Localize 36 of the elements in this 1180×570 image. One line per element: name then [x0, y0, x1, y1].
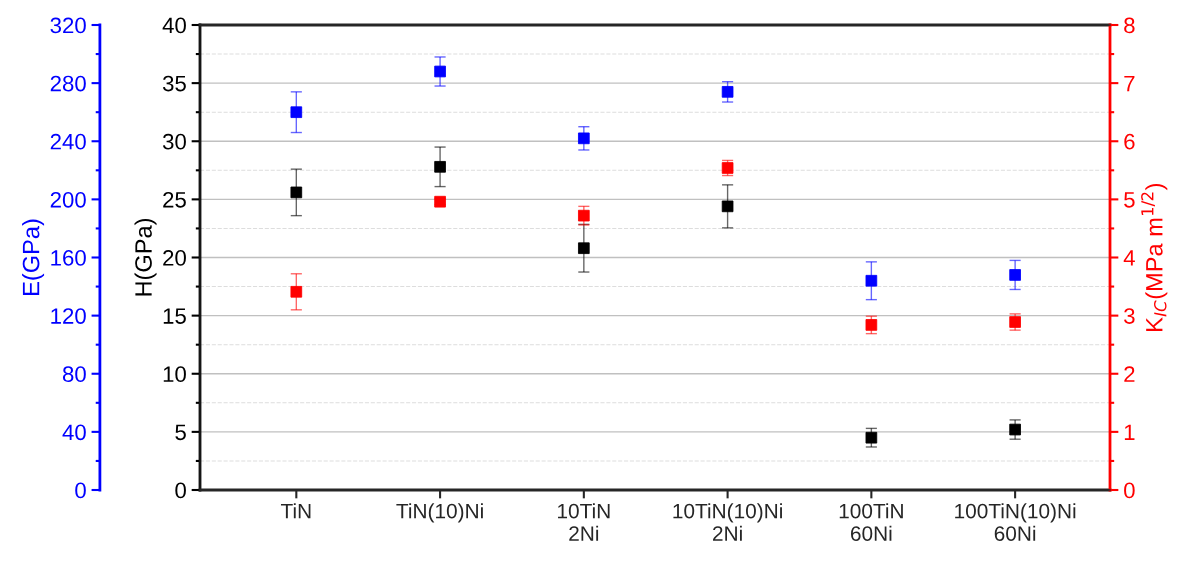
x-tick-label: TiN(10)Ni: [396, 503, 483, 523]
x-tick-label: TiN: [280, 503, 311, 519]
y3-tick-label: 0: [75, 482, 86, 499]
y-tick-label: 0: [175, 482, 186, 499]
y-tick-label: 25: [163, 191, 186, 208]
y3-axis-title: E(GPa): [22, 219, 45, 295]
y-tick-label: 5: [175, 424, 186, 441]
y2-tick-label: 2: [1124, 366, 1135, 382]
y3-tick-label: 280: [50, 75, 86, 92]
y3-tick-label: 320: [50, 17, 86, 34]
y-tick-label: 15: [163, 308, 186, 324]
y-tick-label: 20: [163, 250, 186, 266]
y2-tick-label: 8: [1124, 17, 1135, 34]
y2-tick-label: 6: [1124, 133, 1135, 150]
y3-tick-label: 120: [51, 308, 86, 324]
y3-tick-label: 40: [62, 424, 86, 441]
y-tick-label: 10: [163, 366, 186, 383]
x-tick-label: 100TiN 60Ni: [839, 503, 903, 541]
y-tick-label: 30: [162, 133, 186, 150]
y3-tick-label: 200: [50, 191, 86, 208]
y2-tick-label: 7: [1124, 75, 1135, 92]
x-tick-label: 10TiN(10)Ni 2Ni: [673, 503, 782, 541]
y-tick-label: 40: [162, 17, 186, 34]
x-tick-label: 10TiN 2Ni: [558, 503, 610, 541]
y3-tick-label: 80: [62, 366, 86, 383]
y2-tick-label: 4: [1123, 250, 1135, 266]
y-axis-title: H(GPa): [134, 218, 157, 296]
y2-tick-label: 3: [1124, 308, 1135, 324]
x-tick-label: 100TiN(10)Ni 60Ni: [955, 503, 1076, 541]
y3-tick-label: 240: [50, 133, 86, 150]
y2-tick-label: 1: [1124, 424, 1135, 440]
y2-tick-label: 5: [1124, 192, 1135, 208]
y3-tick-label: 160: [51, 250, 86, 266]
y2-tick-label: 0: [1124, 482, 1135, 499]
y2-axis-title: K$_{IC}$(MPa m$^{1/2}$): [1141, 183, 1168, 331]
y-tick-label: 35: [162, 75, 186, 92]
